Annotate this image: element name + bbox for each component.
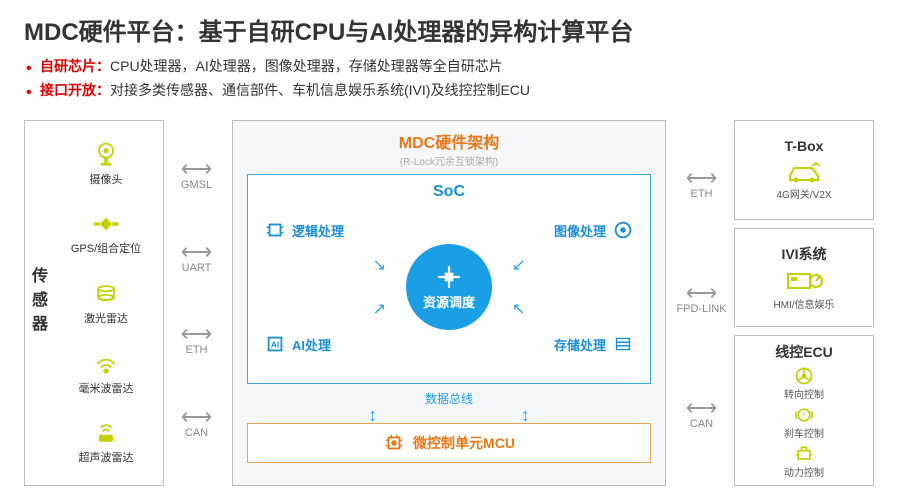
tbox-sub: 4G网关/V2X bbox=[776, 186, 831, 201]
soc-storage: 存储处理 bbox=[554, 333, 634, 355]
sensor-label: 毫米波雷达 bbox=[79, 380, 134, 396]
bullet-label: 自研芯片： bbox=[40, 58, 110, 74]
sensor-gps: GPS/组合定位 bbox=[55, 210, 157, 256]
conn-label: ⟷GMSL bbox=[169, 167, 224, 191]
vision-icon bbox=[612, 219, 634, 241]
arrow-icon: ↖ bbox=[512, 299, 525, 319]
conn-label: ⟷UART bbox=[169, 250, 224, 274]
sensor-label: 超声波雷达 bbox=[79, 449, 134, 465]
ecu-power: 动力控制 bbox=[784, 444, 824, 479]
conn-label: ⟷CAN bbox=[169, 415, 224, 439]
mdc-title: MDC硬件架构 bbox=[247, 129, 651, 153]
sensor-label: 摄像头 bbox=[90, 171, 123, 187]
car-wifi-icon bbox=[784, 158, 824, 184]
sensor-column: 传感器 摄像头 GPS/组合定位 激光雷达 毫米波雷达 超声波雷达 bbox=[24, 120, 164, 486]
ai-icon: AI bbox=[264, 333, 286, 355]
ecu-panel: 线控ECU 转向控制 !刹车控制 动力控制 bbox=[734, 335, 874, 486]
sensor-label: GPS/组合定位 bbox=[71, 240, 141, 256]
conn-label: ⟷CAN bbox=[674, 361, 729, 476]
soc-box: SoC 逻辑处理 图像处理 AIAI处理 存储处理 资源调度 ↘ ↙ ↗ ↖ bbox=[247, 174, 651, 384]
soc-scheduler: 资源调度 bbox=[406, 244, 492, 330]
sensor-camera: 摄像头 bbox=[55, 141, 157, 187]
storage-icon bbox=[612, 333, 634, 355]
scheduler-icon bbox=[436, 264, 462, 290]
dashboard-icon bbox=[784, 268, 824, 294]
bullet-row: 自研芯片：CPU处理器，AI处理器，图像处理器，存储处理器等全自研芯片 bbox=[40, 55, 870, 79]
satellite-icon bbox=[92, 210, 120, 238]
lidar-icon bbox=[92, 280, 120, 308]
conn-label: ⟷ETH bbox=[674, 130, 729, 245]
ecu-title: 线控ECU bbox=[775, 342, 833, 362]
bullet-row: 接口开放：对接多类传感器、通信部件、车机信息娱乐系统(IVI)及线控控制ECU bbox=[40, 79, 870, 103]
arrow-icon: ↗ bbox=[373, 299, 386, 319]
soc-ai: AIAI处理 bbox=[264, 333, 331, 355]
soc-logic: 逻辑处理 bbox=[264, 219, 344, 241]
left-connectors: ⟷GMSL ⟷UART ⟷ETH ⟷CAN bbox=[169, 120, 224, 486]
page-title: MDC硬件平台：基于自研CPU与AI处理器的异构计算平台 bbox=[0, 0, 898, 55]
camera-icon bbox=[92, 141, 120, 169]
arrow-icon: ↙ bbox=[512, 255, 525, 275]
radar-icon bbox=[92, 350, 120, 378]
soc-title: SoC bbox=[258, 183, 640, 201]
sensor-side-label: 传感器 bbox=[23, 267, 49, 339]
ivi-sub: HMI/信息娱乐 bbox=[773, 296, 834, 311]
ecu-brake: !刹车控制 bbox=[784, 405, 824, 440]
soc-image: 图像处理 bbox=[554, 219, 634, 241]
engine-icon bbox=[793, 444, 815, 464]
brake-icon: ! bbox=[793, 405, 815, 425]
svg-text:!: ! bbox=[803, 413, 805, 420]
mdc-architecture-box: MDC硬件架构 (R-Lock冗余互锁架构) SoC 逻辑处理 图像处理 AIA… bbox=[232, 120, 666, 486]
right-column: T-Box 4G网关/V2X IVI系统 HMI/信息娱乐 线控ECU 转向控制… bbox=[734, 120, 874, 486]
conn-label: ⟷ETH bbox=[169, 332, 224, 356]
mdc-subtitle: (R-Lock冗余互锁架构) bbox=[247, 153, 651, 168]
steering-icon bbox=[793, 366, 815, 386]
chip-icon bbox=[264, 219, 286, 241]
sensor-label: 激光雷达 bbox=[84, 310, 128, 326]
tbox-panel: T-Box 4G网关/V2X bbox=[734, 120, 874, 220]
ultrasonic-icon bbox=[92, 419, 120, 447]
tbox-title: T-Box bbox=[785, 138, 824, 154]
sensor-mmwave: 毫米波雷达 bbox=[55, 350, 157, 396]
ivi-panel: IVI系统 HMI/信息娱乐 bbox=[734, 228, 874, 328]
bullet-text: 对接多类传感器、通信部件、车机信息娱乐系统(IVI)及线控控制ECU bbox=[110, 82, 530, 98]
right-connectors: ⟷ETH ⟷FPD-LINK ⟷CAN bbox=[674, 120, 729, 486]
bus-arrows bbox=[247, 409, 651, 423]
data-bus-label: 数据总线 bbox=[247, 390, 651, 407]
sensor-ultrasonic: 超声波雷达 bbox=[55, 419, 157, 465]
bullet-list: 自研芯片：CPU处理器，AI处理器，图像处理器，存储处理器等全自研芯片 接口开放… bbox=[0, 55, 898, 113]
mcu-icon bbox=[383, 432, 405, 454]
mcu-box: 微控制单元MCU bbox=[247, 423, 651, 463]
ivi-title: IVI系统 bbox=[781, 244, 826, 264]
arrow-icon: ↘ bbox=[373, 255, 386, 275]
ecu-steering: 转向控制 bbox=[784, 366, 824, 401]
architecture-diagram: 传感器 摄像头 GPS/组合定位 激光雷达 毫米波雷达 超声波雷达 bbox=[24, 120, 874, 486]
conn-label: ⟷FPD-LINK bbox=[674, 245, 729, 360]
bullet-text: CPU处理器，AI处理器，图像处理器，存储处理器等全自研芯片 bbox=[110, 58, 503, 74]
sensor-lidar: 激光雷达 bbox=[55, 280, 157, 326]
bullet-label: 接口开放： bbox=[40, 82, 110, 98]
svg-text:AI: AI bbox=[271, 341, 279, 350]
